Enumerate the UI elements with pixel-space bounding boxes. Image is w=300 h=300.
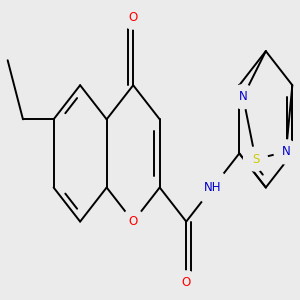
Text: O: O xyxy=(182,277,191,290)
Text: O: O xyxy=(129,11,138,23)
Circle shape xyxy=(121,210,145,234)
Circle shape xyxy=(231,85,255,109)
Circle shape xyxy=(121,5,145,29)
Text: N: N xyxy=(239,90,248,103)
Text: S: S xyxy=(252,152,259,166)
Circle shape xyxy=(174,271,198,295)
Circle shape xyxy=(196,170,230,205)
Circle shape xyxy=(274,140,298,164)
Circle shape xyxy=(244,147,268,171)
Text: N: N xyxy=(282,146,290,158)
Text: NH: NH xyxy=(204,181,221,194)
Text: O: O xyxy=(129,215,138,228)
